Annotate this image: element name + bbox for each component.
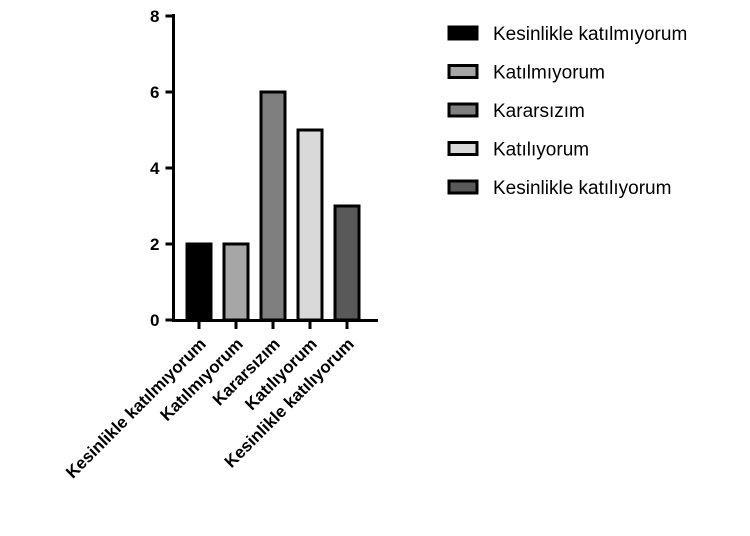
y-tick-label: 0 bbox=[150, 311, 159, 330]
x-tick-label: Kesinlikle katılmıyorum bbox=[62, 334, 210, 482]
bar bbox=[333, 204, 361, 322]
legend-swatch bbox=[447, 179, 479, 195]
bar bbox=[185, 242, 213, 322]
legend: Kesinlikle katılmıyorum Katılmıyorum Karar… bbox=[447, 24, 687, 199]
y-tick-label: 2 bbox=[150, 235, 159, 254]
legend-swatch bbox=[447, 64, 479, 79]
y-tick-label: 8 bbox=[150, 7, 159, 26]
bar bbox=[222, 242, 250, 322]
bar bbox=[259, 90, 287, 322]
plot-area: 0 2 4 6 8 Kesinlikle katılmıyorumKatılmıyoru… bbox=[62, 7, 378, 482]
bar bbox=[296, 128, 324, 322]
y-tick-label: 6 bbox=[150, 83, 159, 102]
legend-swatch bbox=[447, 141, 479, 156]
legend-label: Kararsızım bbox=[493, 101, 585, 122]
x-ticks: Kesinlikle katılmıyorumKatılmıyorumKarar… bbox=[62, 320, 358, 482]
legend-swatch bbox=[447, 102, 479, 118]
legend-label: Kesinlikle katılıyorum bbox=[493, 178, 671, 199]
y-ticks: 0 2 4 6 8 bbox=[150, 7, 174, 330]
bars bbox=[185, 90, 361, 322]
legend-swatch bbox=[447, 25, 479, 41]
legend-label: Katılıyorum bbox=[493, 140, 589, 161]
legend-label: Katılmıyorum bbox=[493, 63, 605, 84]
y-tick-label: 4 bbox=[150, 159, 160, 178]
legend-label: Kesinlikle katılmıyorum bbox=[493, 24, 687, 45]
